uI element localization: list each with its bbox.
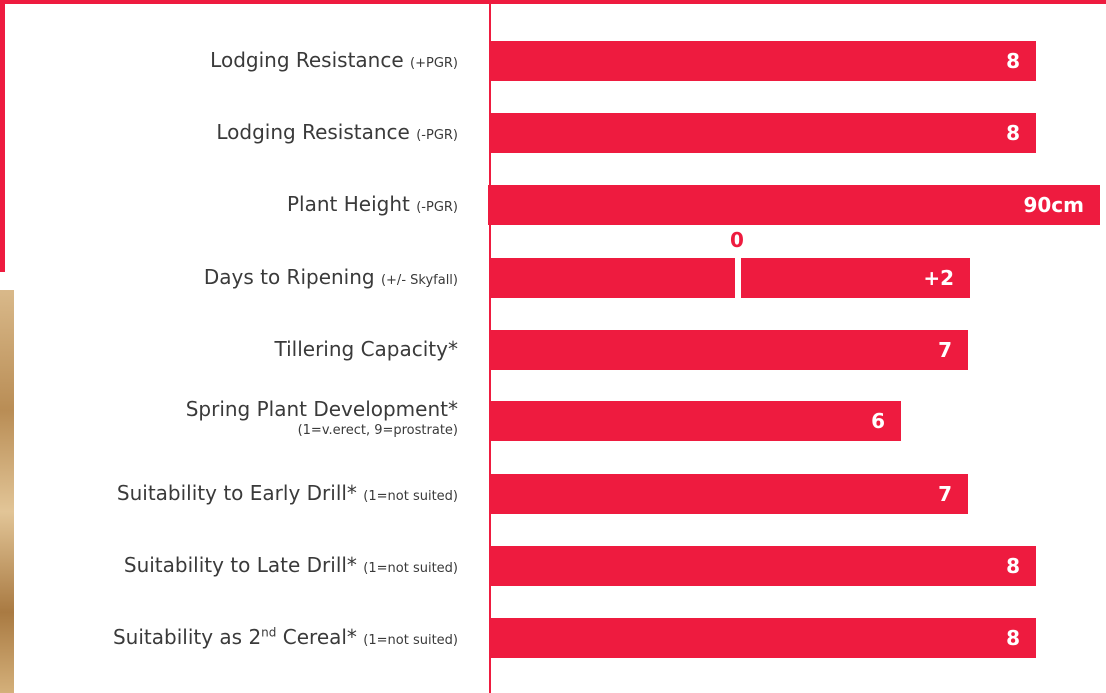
value-label: 8 <box>836 113 1020 153</box>
label-text: Cereal* <box>276 625 357 649</box>
label-text: Spring Plant Development* <box>186 397 458 421</box>
row-label: Lodging Resistance (-PGR) <box>216 120 458 144</box>
label-note: (-PGR) <box>416 200 458 215</box>
value-label: 8 <box>836 546 1020 586</box>
row-label: Days to Ripening (+/- Skyfall) <box>204 265 458 289</box>
label-note: (1=not suited) <box>363 489 458 504</box>
label-text: Plant Height <box>287 192 410 216</box>
zero-gap <box>735 256 741 300</box>
infographic: Lodging Resistance (+PGR) 8 Lodging Resist… <box>0 0 1106 693</box>
label-text: Suitability as 2 <box>113 625 261 649</box>
row-label: Tillering Capacity* <box>275 337 459 361</box>
value-label: 90cm <box>900 185 1084 225</box>
row-label: Suitability to Late Drill* (1=not suited… <box>124 553 458 577</box>
label-text: Days to Ripening <box>204 265 375 289</box>
value-label: 7 <box>768 330 952 370</box>
top-border <box>0 0 1106 4</box>
value-label: 8 <box>836 618 1020 658</box>
left-border <box>0 0 5 272</box>
label-text: Suitability to Late Drill* <box>124 553 357 577</box>
label-note: (+PGR) <box>410 56 458 71</box>
value-label: 6 <box>701 401 885 441</box>
label-note: (1=not suited) <box>363 633 458 648</box>
value-label: +2 <box>770 258 954 298</box>
label-text: Lodging Resistance <box>216 120 409 144</box>
label-note: (-PGR) <box>416 128 458 143</box>
row-label: Plant Height (-PGR) <box>287 192 458 216</box>
label-text: Lodging Resistance <box>210 48 403 72</box>
row-label: Suitability as 2nd Cereal* (1=not suited… <box>113 625 458 649</box>
label-superscript: nd <box>261 625 276 639</box>
label-note: (1=not suited) <box>363 561 458 576</box>
label-note: (1=v.erect, 9=prostrate) <box>186 423 458 438</box>
label-text: Tillering Capacity* <box>275 337 459 361</box>
value-label: 8 <box>836 41 1020 81</box>
wheat-image <box>0 290 14 693</box>
label-note: (+/- Skyfall) <box>381 273 458 288</box>
label-text: Suitability to Early Drill* <box>117 481 357 505</box>
zero-marker: 0 <box>730 228 744 252</box>
row-label: Suitability to Early Drill* (1=not suite… <box>117 481 458 505</box>
row-label: Lodging Resistance (+PGR) <box>210 48 458 72</box>
value-label: 7 <box>768 474 952 514</box>
row-label: Spring Plant Development* (1=v.erect, 9=p… <box>186 397 458 438</box>
